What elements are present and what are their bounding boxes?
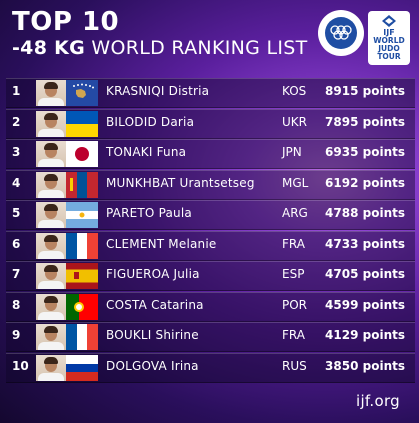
ranking-row: 6 CLEMENT Melanie FRA 4733 points — [0, 230, 419, 261]
athlete-name: KRASNIQI Distria — [106, 84, 210, 98]
athlete-name: BOUKLI Shirine — [106, 328, 199, 342]
rank-number: 7 — [12, 267, 21, 281]
athlete-photo — [36, 324, 66, 350]
page-title: TOP 10 — [12, 7, 120, 37]
ranking-points: 4705 points — [325, 267, 405, 281]
fra-flag-icon — [66, 324, 98, 350]
rank-number: 6 — [12, 236, 21, 251]
ranking-row: 8 COSTA Catarina POR 4599 points — [0, 291, 419, 322]
country-code: FRA — [282, 328, 305, 342]
weight-category: -48 KG — [12, 37, 86, 59]
page-subtitle: -48 KG WORLD RANKING LIST — [12, 37, 308, 59]
tour-emblem-icon — [382, 15, 396, 27]
ranking-points: 7895 points — [325, 114, 405, 129]
athlete-name: DOLGOVA Irina — [106, 358, 199, 373]
athlete-photo — [36, 171, 66, 198]
rus-flag-icon — [66, 354, 98, 381]
ranking-row: 2 BILODID Daria UKR 7895 points — [0, 108, 419, 139]
country-code: POR — [282, 297, 308, 312]
ranking-row: 7 FIGUEROA Julia ESP 4705 points — [0, 261, 419, 291]
ranking-row: 4 MUNKHBAT Urantsetseg MGL 6192 points — [0, 169, 419, 200]
rank-number: 3 — [12, 145, 21, 159]
ranking-row: 5 PARETO Paula ARG 4788 points — [0, 200, 419, 230]
ranking-points: 6192 points — [325, 175, 405, 190]
ranking-row: 10 DOLGOVA Irina RUS 3850 points — [0, 352, 419, 383]
rank-number: 8 — [12, 297, 21, 312]
athlete-photo — [36, 202, 66, 228]
athlete-name: PARETO Paula — [106, 206, 192, 220]
athlete-photo — [36, 263, 66, 289]
kos-flag-icon — [66, 80, 98, 106]
country-code: ESP — [282, 267, 305, 281]
athlete-photo — [36, 354, 66, 381]
esp-flag-icon — [66, 263, 98, 289]
country-code: RUS — [282, 358, 307, 373]
athlete-photo — [36, 293, 66, 320]
rank-number: 1 — [12, 84, 21, 98]
ranking-points: 4599 points — [325, 297, 405, 312]
rank-number: 9 — [12, 328, 21, 342]
por-flag-icon — [66, 293, 98, 320]
country-code: JPN — [282, 145, 302, 159]
world-judo-tour-logo: IJF WORLD JUDO TOUR — [368, 11, 410, 65]
ranking-list-label: WORLD RANKING LIST — [91, 37, 308, 59]
header: TOP 10 -48 KG WORLD RANKING LIST — [12, 8, 308, 59]
ranking-points: 8915 points — [325, 84, 405, 98]
rank-number: 2 — [12, 114, 21, 129]
athlete-name: CLEMENT Melanie — [106, 236, 217, 251]
ranking-points: 4733 points — [325, 236, 405, 251]
ranking-row: 3 TONAKI Funa JPN 6935 points — [0, 139, 419, 169]
athlete-name: COSTA Catarina — [106, 297, 204, 312]
olympic-rings-icon — [330, 25, 352, 40]
ijf-federation-logo — [318, 10, 364, 56]
ranking-points: 4129 points — [325, 328, 405, 342]
ranking-points: 4788 points — [325, 206, 405, 220]
athlete-photo — [36, 80, 66, 106]
arg-flag-icon — [66, 202, 98, 228]
rank-number: 4 — [12, 175, 21, 190]
rank-number: 10 — [12, 358, 29, 373]
country-code: FRA — [282, 236, 305, 251]
country-code: MGL — [282, 175, 309, 190]
athlete-photo — [36, 110, 66, 137]
athlete-name: BILODID Daria — [106, 114, 195, 129]
country-code: KOS — [282, 84, 307, 98]
athlete-name: TONAKI Funa — [106, 145, 187, 159]
country-code: UKR — [282, 114, 307, 129]
ranking-points: 6935 points — [325, 145, 405, 159]
ranking-points: 3850 points — [325, 358, 405, 373]
athlete-name: FIGUEROA Julia — [106, 267, 200, 281]
rank-number: 5 — [12, 206, 21, 220]
athlete-name: MUNKHBAT Urantsetseg — [106, 175, 255, 190]
jpn-flag-icon — [66, 141, 98, 167]
ukr-flag-icon — [66, 110, 98, 137]
country-code: ARG — [282, 206, 308, 220]
mgl-flag-icon — [66, 171, 98, 198]
athlete-photo — [36, 232, 66, 259]
ranking-row: 9 BOUKLI Shirine FRA 4129 points — [0, 322, 419, 352]
athlete-photo — [36, 141, 66, 167]
site-url[interactable]: ijf.org — [356, 392, 400, 410]
fra-flag-icon — [66, 232, 98, 259]
ranking-row: 1 KRASNIQI Distria KOS 8915 points — [0, 78, 419, 108]
